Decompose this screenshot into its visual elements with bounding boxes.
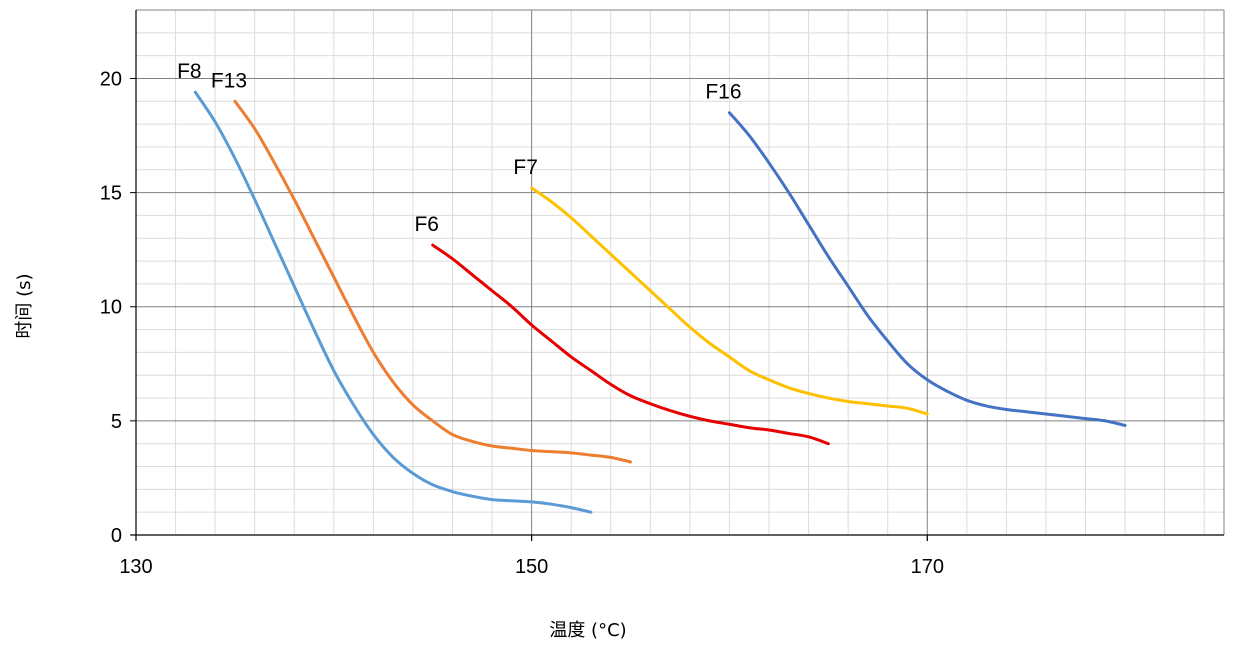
y-tick-label: 0 bbox=[111, 525, 122, 547]
series-label-f7: F7 bbox=[513, 156, 538, 179]
y-axis-title: 时间 (s) bbox=[14, 273, 35, 338]
y-tick-label: 15 bbox=[100, 183, 122, 205]
x-tick-label: 170 bbox=[911, 556, 944, 578]
series-label-f6: F6 bbox=[414, 213, 439, 236]
y-tick-label: 20 bbox=[100, 68, 122, 90]
x-tick-label: 150 bbox=[515, 556, 548, 578]
y-tick-label: 10 bbox=[100, 297, 122, 319]
x-tick-label: 130 bbox=[119, 556, 152, 578]
y-tick-label: 5 bbox=[111, 411, 122, 433]
x-axis-title: 温度 (°C) bbox=[549, 620, 626, 641]
series-label-f16: F16 bbox=[705, 81, 741, 104]
series-label-f13: F13 bbox=[211, 69, 247, 92]
series-label-f8: F8 bbox=[177, 60, 202, 83]
